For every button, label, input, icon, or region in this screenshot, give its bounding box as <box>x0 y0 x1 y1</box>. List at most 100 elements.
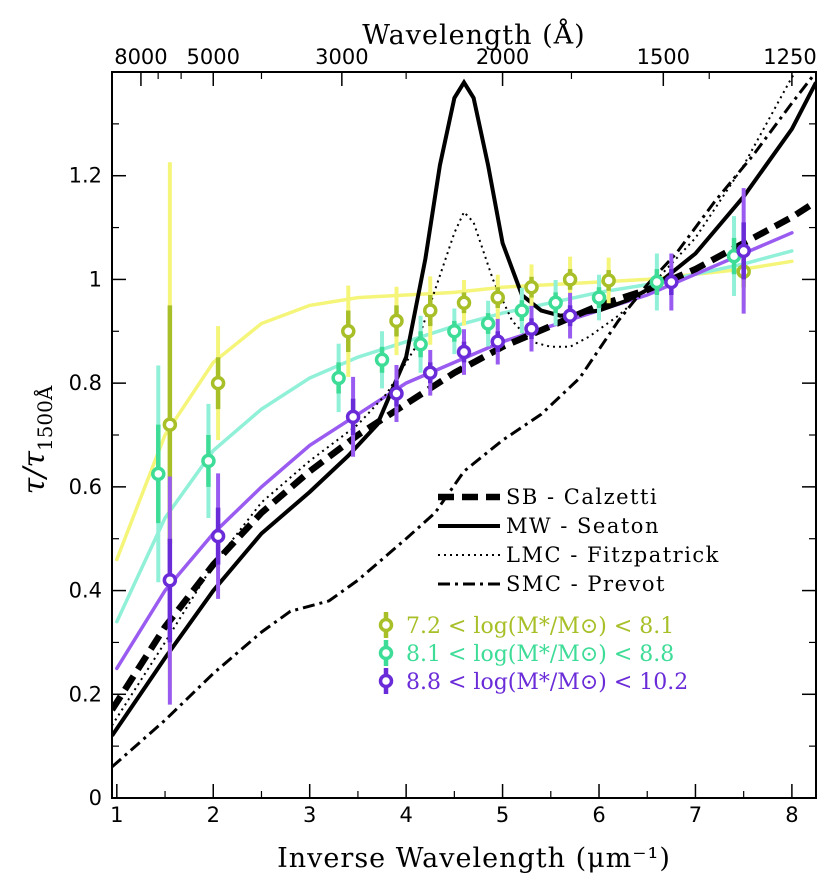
curve-3 <box>112 72 816 769</box>
data-point <box>562 292 578 339</box>
data-point <box>601 257 616 304</box>
point-marker <box>601 273 616 288</box>
legend-mass-label: 8.1 < log(M*/M⊙) < 8.8 <box>406 642 674 667</box>
y-tick-label: 1.2 <box>69 164 102 188</box>
legend-marker <box>378 617 394 633</box>
data-point <box>548 279 563 326</box>
data-point <box>456 329 472 375</box>
point-marker <box>456 344 472 360</box>
legend-mass-label: 7.2 < log(M*/M⊙) < 8.1 <box>406 614 674 639</box>
x-tick-label: 6 <box>592 803 605 827</box>
x-tick-label: 4 <box>399 803 412 827</box>
y-tick-label: 0.8 <box>69 371 102 395</box>
x-axis-title: Inverse Wavelength (μm⁻¹) <box>277 843 671 874</box>
point-marker <box>210 528 226 544</box>
point-marker <box>341 324 356 339</box>
y-tick-label: 0.4 <box>69 579 102 603</box>
top-tick-label: 5000 <box>187 45 240 69</box>
top-tick-label: 1500 <box>637 45 690 69</box>
data-point <box>210 473 226 599</box>
legend-label: SB - Calzetti <box>506 485 658 509</box>
y-axis-title: τ/τ1500Å <box>17 385 57 494</box>
top-tick-label: 1250 <box>763 45 816 69</box>
point-marker <box>422 365 438 381</box>
data-point <box>345 376 361 457</box>
point-marker <box>480 316 496 331</box>
data-point <box>480 300 496 347</box>
data-point <box>447 308 462 355</box>
data-point <box>422 349 438 396</box>
point-marker <box>524 321 539 336</box>
data-point <box>591 274 607 321</box>
legend-label: SMC - Prevot <box>506 572 666 596</box>
point-marker <box>524 279 539 295</box>
top-tick-label: 2000 <box>476 45 529 69</box>
x-tick-label: 2 <box>207 803 220 827</box>
legend-label: MW - Seaton <box>506 514 660 538</box>
data-point <box>736 188 751 314</box>
point-marker <box>162 417 178 432</box>
legend-mass-item: 8.8 < log(M*/M⊙) < 10.2 <box>378 668 688 695</box>
fit-curves <box>115 231 794 671</box>
data-point <box>726 216 742 297</box>
data-point <box>524 264 539 311</box>
point-marker <box>374 352 390 368</box>
point-marker <box>345 409 361 425</box>
legend-label: LMC - Fitzpatrick <box>506 543 720 567</box>
svg-text:τ/τ1500Å: τ/τ1500Å <box>17 385 57 494</box>
curve-0 <box>112 198 816 712</box>
legend: SB - Calzetti MW - Seaton LMC - Fitzpatric… <box>378 485 720 695</box>
data-point <box>413 315 428 373</box>
legend-marker <box>378 673 394 689</box>
data-point <box>664 253 679 311</box>
point-marker <box>210 375 226 391</box>
point-marker <box>389 386 404 401</box>
data-point <box>162 476 178 705</box>
data-point <box>210 326 226 441</box>
point-marker <box>151 466 166 482</box>
data-point <box>389 364 404 423</box>
legend-marker <box>378 645 394 661</box>
point-marker <box>201 453 216 469</box>
fit-curve-2 <box>115 231 794 671</box>
point-marker <box>562 308 578 323</box>
point-marker <box>389 313 404 329</box>
legend-mass-item: 8.1 < log(M*/M⊙) < 8.8 <box>378 640 674 667</box>
legend-mass-label: 8.8 < log(M*/M⊙) < 10.2 <box>406 670 688 695</box>
point-marker <box>514 303 530 318</box>
data-point <box>331 343 346 413</box>
point-marker <box>591 290 607 305</box>
point-marker <box>331 370 346 386</box>
point-marker <box>649 274 665 290</box>
data-point <box>151 365 166 583</box>
data-point <box>422 276 438 345</box>
point-marker <box>447 324 462 339</box>
data-points <box>151 162 751 705</box>
axis-ticks: 1 2 3 4 5 6 7 8 0 0.2 0.4 0.6 0.8 1 1.2 8000 5000 3000 200… <box>69 45 817 827</box>
point-marker <box>736 243 751 259</box>
data-point <box>374 331 390 389</box>
x-tick-label: 1 <box>110 803 123 827</box>
point-marker <box>562 272 578 287</box>
point-marker <box>162 572 178 588</box>
data-point <box>514 287 530 334</box>
x-tick-label: 3 <box>303 803 316 827</box>
point-marker <box>422 303 438 318</box>
data-point <box>490 318 506 365</box>
point-marker <box>664 274 679 290</box>
point-marker <box>490 334 506 349</box>
x-tick-label: 7 <box>689 803 702 827</box>
top-axis-title: Wavelength (Å) <box>362 18 585 51</box>
x-tick-label: 5 <box>496 803 509 827</box>
top-tick-label: 8000 <box>114 45 167 69</box>
y-tick-label: 0.6 <box>69 475 102 499</box>
point-marker <box>456 295 472 311</box>
legend-mass-item: 7.2 < log(M*/M⊙) < 8.1 <box>378 612 674 639</box>
data-point <box>389 286 404 356</box>
y-tick-label: 0.2 <box>69 682 102 706</box>
data-point <box>490 274 506 321</box>
data-point <box>649 253 665 311</box>
data-point <box>456 279 472 326</box>
data-point <box>341 285 356 377</box>
